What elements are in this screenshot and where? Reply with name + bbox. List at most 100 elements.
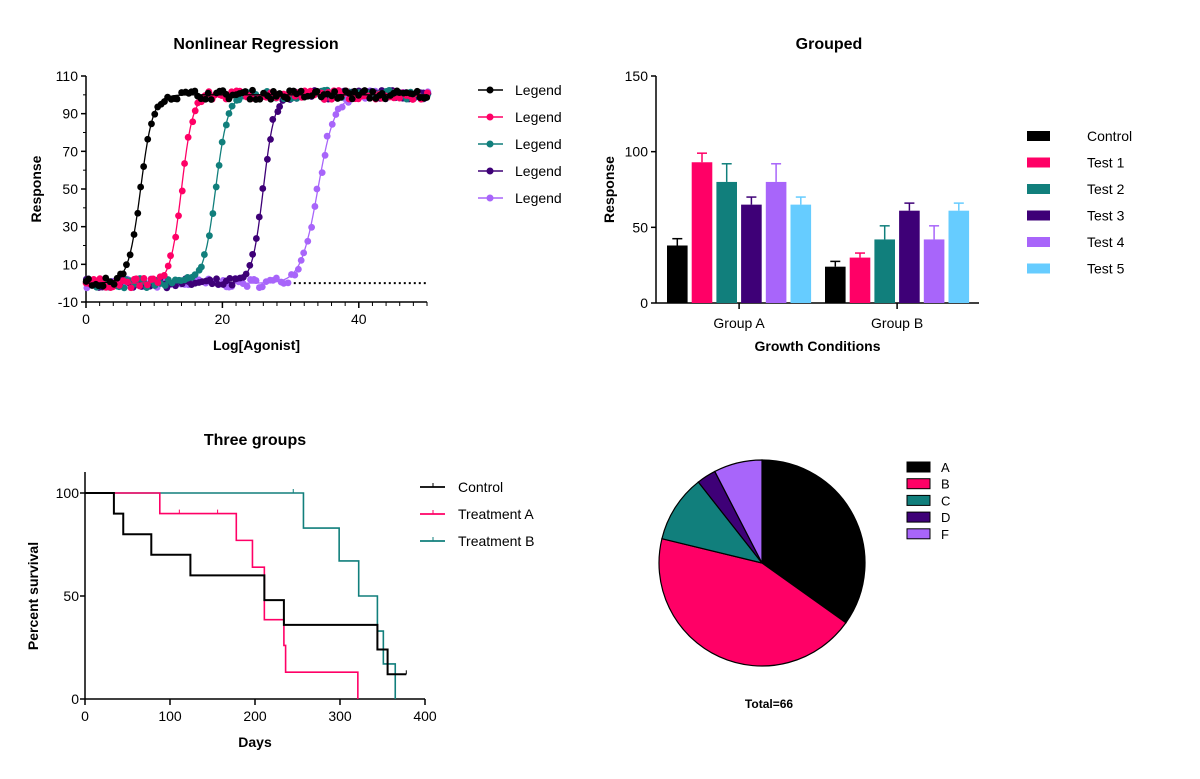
series-4: [82, 87, 432, 292]
bar-test-4: [923, 239, 945, 303]
bar-test-4: [765, 181, 787, 303]
y-tick-label: 50: [63, 588, 79, 604]
legend-label: C: [941, 493, 950, 508]
data-point: [304, 237, 312, 245]
data-point: [99, 282, 107, 290]
legend-swatch: [906, 494, 931, 506]
data-point: [226, 275, 234, 282]
legend-label: Control: [458, 479, 503, 495]
legend-label: Test 2: [1087, 181, 1125, 197]
legend-swatch: [906, 511, 931, 523]
data-point: [136, 282, 144, 290]
legend-item: Test 2: [1027, 181, 1125, 197]
fit-curve: [86, 94, 427, 284]
data-point: [252, 277, 260, 284]
legend-label: Test 5: [1087, 261, 1125, 277]
bar-test-3: [899, 210, 920, 303]
pie-slice-a: [761, 459, 866, 624]
legend-swatch: [1027, 237, 1050, 247]
x-tick-label: 100: [158, 708, 182, 724]
data-point: [126, 251, 134, 259]
data-point: [215, 161, 223, 169]
data-point: [366, 94, 374, 102]
data-point: [423, 94, 431, 101]
legend-item: C: [906, 493, 950, 508]
data-point: [311, 203, 319, 210]
data-point: [222, 121, 230, 129]
fit-curve: [86, 94, 427, 284]
data-point: [181, 160, 188, 167]
legend-label: Control: [1087, 128, 1132, 144]
x-tick-label: 40: [351, 311, 367, 327]
data-point: [308, 223, 316, 231]
survival-curve: [85, 492, 407, 676]
data-point: [259, 185, 267, 192]
data-point: [246, 95, 254, 103]
legend-item: F: [906, 527, 949, 542]
bar-control: [667, 245, 688, 303]
data-point: [127, 284, 135, 292]
legend-label: Test 3: [1087, 208, 1125, 224]
data-point: [297, 87, 305, 95]
bar-test-1: [691, 162, 713, 303]
data-point: [294, 265, 302, 273]
data-point: [300, 249, 308, 257]
legend-item: Test 5: [1027, 261, 1125, 277]
data-point: [191, 107, 199, 115]
data-point: [164, 262, 172, 270]
legend-item: D: [906, 510, 950, 525]
data-point: [258, 283, 266, 291]
data-point: [204, 89, 212, 97]
data-point: [323, 132, 331, 140]
data-point: [115, 281, 123, 289]
data-point: [213, 275, 220, 283]
data-point: [202, 95, 209, 103]
survival-chart: Three groups 0 50 100 0 100 200 300 400 Days Perce…: [25, 432, 535, 750]
nonlinear-regression-chart: Nonlinear Regression -10 10 30 50 70 90 110 0 20 4…: [28, 36, 562, 353]
y-tick-label: 50: [632, 219, 648, 235]
legend-label: B: [941, 477, 950, 492]
data-point: [214, 281, 222, 288]
legend-item: Treatment B: [420, 533, 535, 549]
y-tick-label: 100: [625, 144, 649, 160]
data-point: [149, 275, 157, 283]
legend-item: Legend: [478, 109, 562, 125]
y-tick-label: 0: [640, 295, 648, 311]
data-point: [345, 89, 353, 97]
legend-item: Legend: [478, 82, 562, 98]
data-point: [338, 103, 346, 111]
data-point: [228, 281, 236, 289]
bar-test-5: [790, 204, 812, 303]
bar-test-5: [948, 210, 970, 303]
data-point: [175, 212, 182, 220]
legend-label: D: [941, 510, 950, 525]
data-point: [396, 94, 403, 102]
y-axis-label: Response: [28, 155, 44, 222]
data-point: [249, 250, 257, 258]
data-point: [331, 88, 339, 96]
legend-swatch: [1027, 210, 1050, 221]
legend-marker: [486, 140, 494, 148]
legend-label: Test 1: [1087, 155, 1125, 171]
data-point: [348, 95, 356, 103]
series-3: [83, 86, 431, 292]
y-tick-label: 150: [625, 68, 649, 84]
data-point: [151, 110, 159, 118]
legend-marker: [486, 167, 494, 175]
data-point: [378, 90, 386, 97]
data-point: [218, 138, 226, 146]
legend-label: F: [941, 527, 949, 542]
data-point: [369, 88, 377, 96]
data-point: [160, 272, 168, 279]
legend-swatch: [1027, 184, 1050, 194]
data-point: [173, 95, 181, 103]
legend-label: Test 4: [1087, 234, 1125, 250]
data-point: [205, 232, 213, 240]
fit-curve: [86, 94, 427, 284]
legend-label: Legend: [515, 190, 562, 206]
data-point: [263, 155, 271, 163]
data-point: [276, 103, 284, 110]
bar-test-1: [849, 257, 871, 303]
legend-swatch: [1027, 263, 1050, 274]
survival-curve: [85, 492, 397, 699]
